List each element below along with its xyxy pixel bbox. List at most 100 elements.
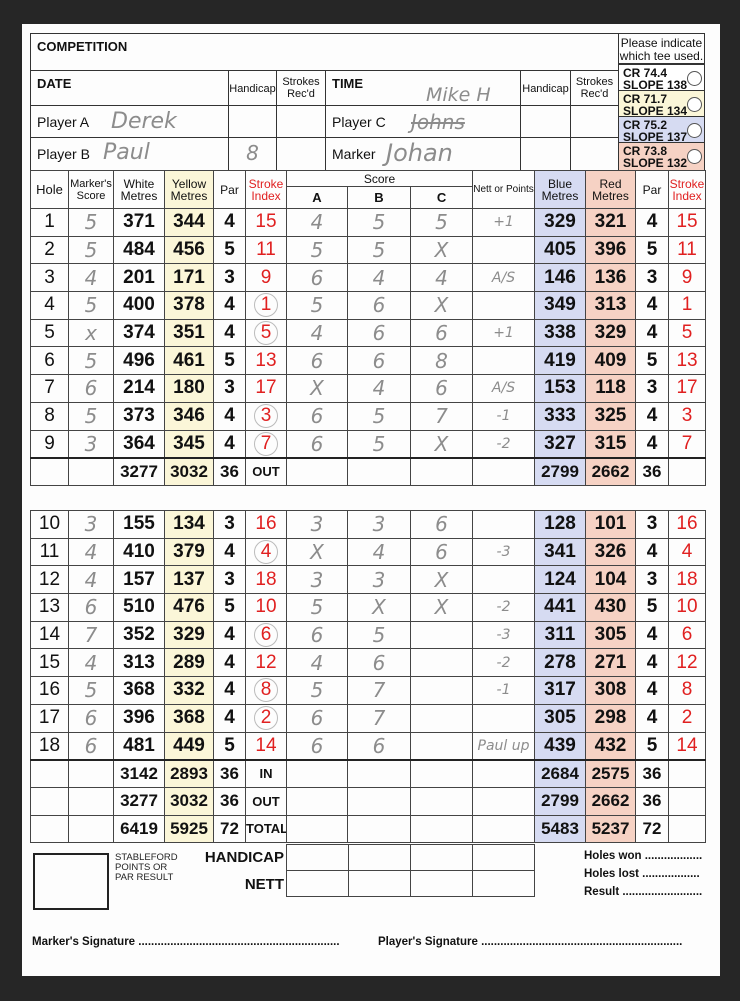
marker-score[interactable]: 3 [68,510,114,539]
score-b[interactable]: 5 [347,620,411,650]
marker-score[interactable]: 6 [68,374,114,403]
score-c[interactable]: 6 [409,374,474,403]
score-b[interactable]: 6 [347,648,411,678]
b-total[interactable] [347,759,411,788]
marker-signature[interactable]: Marker's Signature .....................… [32,936,340,948]
tee-option[interactable]: CR 71.7 SLOPE 134 [618,90,705,117]
score-c[interactable] [410,648,473,678]
score-c[interactable]: 4 [409,263,474,293]
marker-score[interactable]: 6 [68,731,114,761]
score-c[interactable]: 8 [409,346,474,376]
marker-score[interactable]: 6 [68,593,114,622]
nett-points[interactable] [472,291,536,320]
score-a[interactable]: 4 [286,648,348,678]
score-b[interactable]: 6 [347,731,411,761]
marker-score[interactable]: 5 [68,676,114,705]
nett-total[interactable] [472,814,535,844]
score-c[interactable]: X [410,593,473,622]
a-total[interactable] [286,814,348,844]
b-total[interactable] [347,786,411,816]
score-a[interactable]: 6 [286,731,348,761]
score-c[interactable]: X [410,565,473,595]
c-total[interactable] [409,457,474,486]
marker-score[interactable]: 5 [68,208,114,237]
tee-select-circle[interactable] [687,97,702,112]
player-c-handicap[interactable] [520,105,571,138]
handicap-a[interactable] [286,844,349,871]
handicap-c[interactable] [410,844,473,871]
score-b[interactable]: 5 [347,429,411,459]
nett-total[interactable] [472,759,535,788]
player-c-strokes[interactable] [570,105,619,138]
nett-points[interactable] [472,235,536,265]
score-a[interactable]: 4 [286,318,348,348]
score-a[interactable]: X [286,537,348,567]
marker-score[interactable]: 4 [68,648,114,678]
nett-c[interactable] [410,870,473,897]
score-c[interactable]: X [409,429,474,459]
marker-total[interactable] [68,457,114,486]
nett-points[interactable]: -2 [472,648,535,678]
c-total[interactable] [410,759,473,788]
score-b[interactable]: 5 [347,208,411,237]
score-a[interactable]: 6 [286,703,348,733]
score-b[interactable]: X [347,593,411,622]
nett-a[interactable] [286,870,349,897]
score-b[interactable]: 7 [347,676,411,705]
marker-score[interactable]: 7 [68,620,114,650]
nett-points[interactable]: +1 [472,318,536,348]
player-b-row[interactable]: Player B Paul [30,137,229,171]
score-a[interactable]: 6 [286,401,348,431]
marker-score[interactable]: 4 [68,565,114,595]
c-total[interactable] [410,814,473,844]
nett-total[interactable] [472,457,536,486]
score-c[interactable]: 7 [409,401,474,431]
tee-option[interactable]: CR 73.8 SLOPE 132 [618,142,705,171]
nett-points[interactable]: -1 [472,401,536,431]
score-b[interactable]: 6 [347,346,411,376]
tee-select-circle[interactable] [687,123,702,138]
score-b[interactable]: 5 [347,401,411,431]
player-c-row[interactable]: Player C Mike H Johns [325,84,521,138]
nett-points[interactable]: -3 [472,620,535,650]
nett-total[interactable] [472,786,535,816]
score-a[interactable]: 5 [286,235,348,265]
marker-score[interactable]: 5 [68,346,114,376]
score-c[interactable]: 6 [410,537,473,567]
marker-row[interactable]: Marker Johan [325,137,521,171]
score-a[interactable]: 6 [286,263,348,293]
b-total[interactable] [347,814,411,844]
marker-score[interactable]: 5 [68,235,114,265]
score-b[interactable]: 6 [347,318,411,348]
marker-score[interactable]: 3 [68,429,114,459]
tee-option[interactable]: CR 75.2 SLOPE 137 [618,116,705,143]
score-a[interactable]: X [286,374,348,403]
score-b[interactable]: 4 [347,374,411,403]
marker-score[interactable]: 5 [68,291,114,320]
score-b[interactable]: 5 [347,235,411,265]
score-c[interactable] [410,703,473,733]
marker-score[interactable]: 4 [68,263,114,293]
nett-points[interactable]: -2 [472,429,536,459]
score-c[interactable] [410,676,473,705]
score-a[interactable]: 6 [286,620,348,650]
score-b[interactable]: 4 [347,263,411,293]
marker-total[interactable] [68,759,114,788]
score-c[interactable]: X [409,291,474,320]
marker-total[interactable] [68,814,114,844]
player-a-handicap[interactable] [228,105,277,138]
score-a[interactable]: 4 [286,208,348,237]
tee-option[interactable]: CR 74.4 SLOPE 138 [618,64,705,91]
nett-nett[interactable] [472,870,535,897]
marker-score[interactable]: x [68,318,114,348]
marker-score[interactable]: 4 [68,537,114,567]
nett-points[interactable]: A/S [472,263,536,293]
nett-points[interactable]: -1 [472,676,535,705]
score-c[interactable] [410,731,473,761]
score-a[interactable]: 6 [286,346,348,376]
score-b[interactable]: 4 [347,537,411,567]
score-c[interactable]: 6 [410,510,473,539]
nett-points[interactable] [472,703,535,733]
score-a[interactable]: 3 [286,565,348,595]
marker-handicap[interactable] [520,137,571,171]
